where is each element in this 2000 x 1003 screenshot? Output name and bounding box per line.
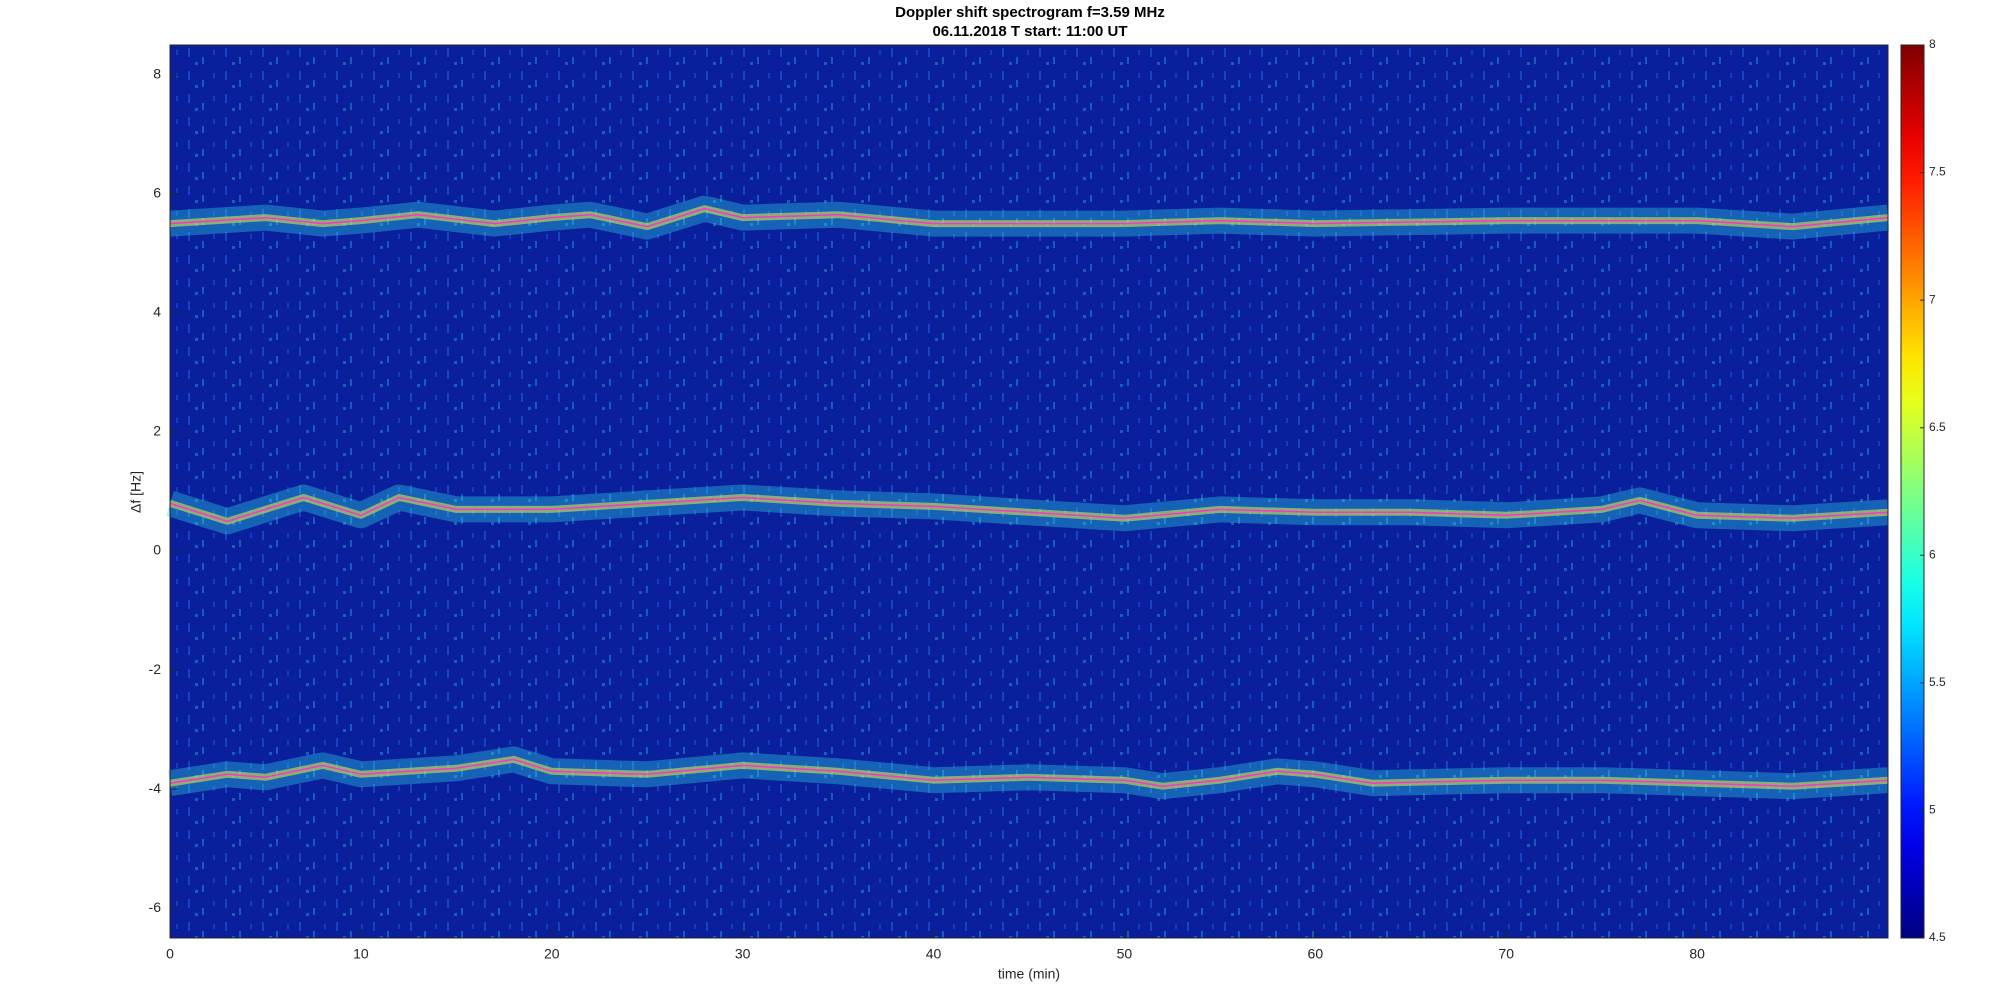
colorbar-tick-label: 6.5 <box>1929 420 1946 434</box>
y-tick-label: -6 <box>149 899 162 915</box>
chart-title: Doppler shift spectrogram f=3.59 MHz <box>895 4 1165 21</box>
x-tick-label: 0 <box>166 946 174 962</box>
colorbar-tick-label: 8 <box>1929 37 1936 51</box>
y-tick-label: 0 <box>153 542 161 558</box>
y-tick-label: -4 <box>149 780 162 796</box>
x-tick-label: 20 <box>544 946 560 962</box>
y-tick-label: 2 <box>153 423 161 439</box>
colorbar-tick-label: 5.5 <box>1929 675 1946 689</box>
noise-texture <box>170 45 1888 938</box>
colorbar-tick-label: 7 <box>1929 292 1936 306</box>
colorbar-tick-label: 6 <box>1929 547 1936 561</box>
plot-frame <box>169 44 1889 939</box>
trace-line <box>169 207 1889 228</box>
x-axis-label: time (min) <box>998 966 1060 982</box>
x-tick-label: 10 <box>353 946 369 962</box>
chart-subtitle: 06.11.2018 T start: 11:00 UT <box>932 23 1127 40</box>
x-tick-label: 30 <box>735 946 751 962</box>
x-tick-label: 50 <box>1117 946 1133 962</box>
y-tick-label: 8 <box>153 65 161 81</box>
y-axis-label: Δf [Hz] <box>128 471 144 513</box>
y-tick-label: 4 <box>153 304 161 320</box>
colorbar-tick-label: 5 <box>1929 803 1936 817</box>
y-tick-label: -2 <box>149 661 162 677</box>
x-tick-label: 80 <box>1689 946 1705 962</box>
colorbar-tick-label: 7.5 <box>1929 165 1946 179</box>
trace-line <box>169 496 1889 523</box>
x-tick-label: 40 <box>926 946 942 962</box>
colorbar <box>1900 44 1925 939</box>
y-tick-label: 6 <box>153 185 161 201</box>
colorbar-tick-label: 4.5 <box>1929 930 1946 944</box>
trace-line <box>169 758 1889 787</box>
x-tick-label: 60 <box>1308 946 1324 962</box>
x-tick-label: 70 <box>1498 946 1514 962</box>
